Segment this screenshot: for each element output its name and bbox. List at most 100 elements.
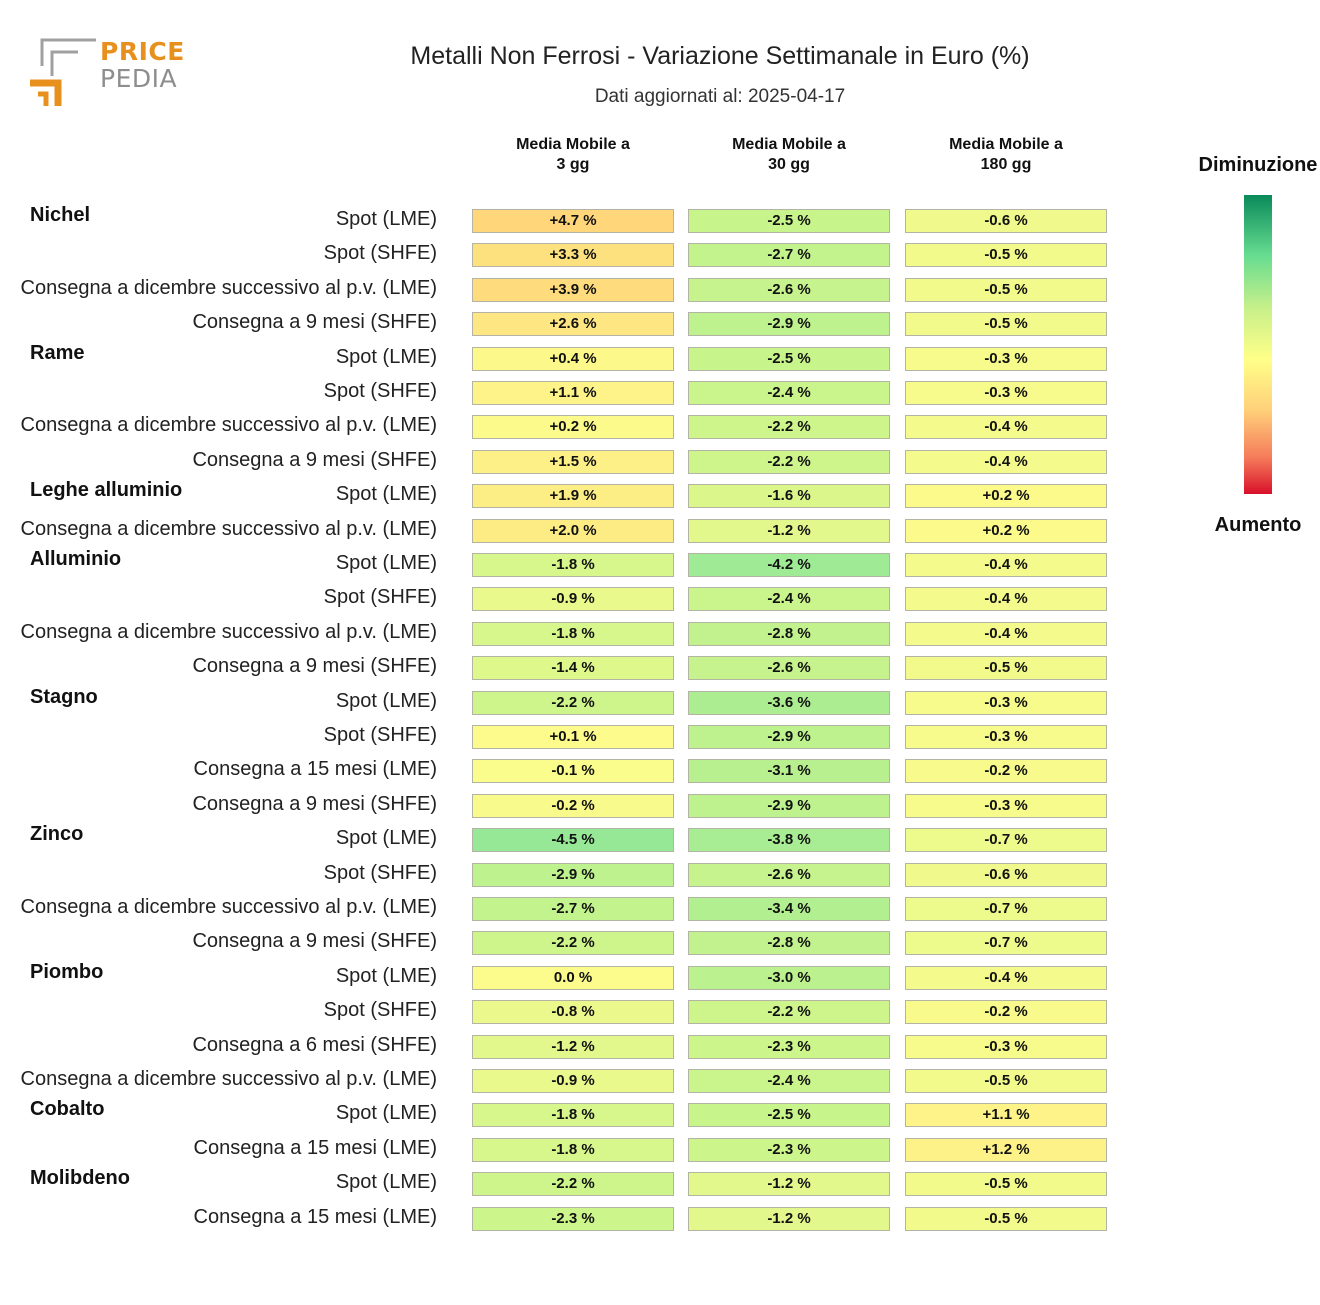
heatmap-cell: +0.2 % bbox=[905, 484, 1107, 509]
heatmap-cell: -2.2 % bbox=[688, 1000, 890, 1025]
heatmap-cell: -2.5 % bbox=[688, 209, 890, 233]
heatmap-cell: -2.8 % bbox=[688, 621, 890, 646]
row-label: Consegna a 15 mesi (LME) bbox=[193, 1136, 437, 1159]
heatmap-cell: +0.2 % bbox=[905, 518, 1107, 543]
heatmap-cell: -4.2 % bbox=[688, 553, 890, 577]
heatmap-cell: -2.9 % bbox=[688, 793, 890, 818]
logo-pedia-text: PEDIA bbox=[100, 64, 178, 93]
heatmap-cell: -2.9 % bbox=[688, 725, 890, 749]
heatmap-cell: -1.6 % bbox=[688, 484, 890, 509]
heatmap-cell: -3.4 % bbox=[688, 897, 890, 921]
row-label: Spot (SHFE) bbox=[323, 242, 437, 265]
heatmap-cell: -2.8 % bbox=[688, 931, 890, 956]
heatmap-cell: -0.4 % bbox=[905, 449, 1107, 474]
heatmap-cell: -2.3 % bbox=[688, 1034, 890, 1059]
metal-group-label: Alluminio bbox=[30, 548, 122, 570]
heatmap-cell: -3.1 % bbox=[688, 759, 890, 784]
heatmap-cell: -0.4 % bbox=[905, 587, 1107, 612]
heatmap-cell: -0.6 % bbox=[905, 209, 1107, 233]
row-label: Spot (LME) bbox=[335, 1102, 437, 1125]
row-label: Spot (LME) bbox=[335, 964, 437, 987]
heatmap-cell: -1.2 % bbox=[688, 1172, 890, 1197]
heatmap-cell: -0.3 % bbox=[905, 346, 1107, 371]
heatmap-cell: -0.4 % bbox=[905, 965, 1107, 990]
heatmap-cell: -2.5 % bbox=[688, 1103, 890, 1128]
row-label: Consegna a dicembre successivo al p.v. (… bbox=[20, 620, 437, 643]
heatmap-cell: -0.1 % bbox=[472, 759, 674, 784]
metal-group-label: Nichel bbox=[30, 204, 91, 226]
row-label: Spot (LME) bbox=[335, 483, 437, 506]
heatmap-cell: -2.9 % bbox=[472, 862, 674, 887]
row-label: Consegna a 9 mesi (SHFE) bbox=[192, 792, 437, 815]
row-label: Spot (SHFE) bbox=[323, 586, 437, 609]
heatmap-cell: +1.5 % bbox=[472, 449, 674, 474]
row-label: Spot (LME) bbox=[335, 345, 437, 368]
row-label: Spot (LME) bbox=[335, 689, 437, 712]
metal-group-label: Piombo bbox=[30, 960, 104, 983]
column-header-1: Media Mobile a 3 gg bbox=[472, 135, 674, 175]
heatmap-cell: -2.6 % bbox=[688, 862, 890, 887]
row-label: Spot (SHFE) bbox=[323, 380, 437, 402]
column-header-line: Media Mobile a bbox=[949, 136, 1063, 153]
row-label: Spot (SHFE) bbox=[323, 861, 437, 884]
heatmap-cell: -2.2 % bbox=[688, 449, 890, 474]
column-header-line: Media Mobile a bbox=[732, 136, 846, 153]
row-label: Consegna a dicembre successivo al p.v. (… bbox=[20, 1068, 437, 1090]
metal-group-label: Zinco bbox=[30, 823, 84, 846]
heatmap-cell: -2.6 % bbox=[688, 656, 890, 681]
legend-top-label: Diminuzione bbox=[1198, 154, 1318, 176]
heatmap-cell: +1.1 % bbox=[905, 1103, 1107, 1128]
metal-group-label: Rame bbox=[30, 341, 85, 364]
heatmap-cell: -0.7 % bbox=[905, 828, 1107, 853]
row-label: Consegna a 9 mesi (SHFE) bbox=[192, 930, 437, 953]
row-label: Consegna a 6 mesi (SHFE) bbox=[192, 1033, 437, 1056]
heatmap-cell: +0.4 % bbox=[472, 346, 674, 371]
heatmap-cell: +2.0 % bbox=[472, 518, 674, 543]
heatmap-cell: -2.6 % bbox=[688, 277, 890, 302]
heatmap-cell: -0.3 % bbox=[905, 793, 1107, 818]
heatmap-cell: -2.4 % bbox=[688, 381, 890, 405]
heatmap-cell: -2.5 % bbox=[688, 346, 890, 371]
heatmap-cell: -2.7 % bbox=[688, 243, 890, 268]
row-label: Consegna a 15 mesi (LME) bbox=[193, 1205, 437, 1228]
row-label: Spot (LME) bbox=[335, 552, 437, 574]
pricepedia-logo: PRICE PEDIA bbox=[28, 36, 188, 110]
heatmap-cell: -2.3 % bbox=[688, 1137, 890, 1162]
heatmap-cell: +1.9 % bbox=[472, 484, 674, 509]
chart-subtitle: Dati aggiornati al: 2025-04-17 bbox=[594, 86, 846, 107]
heatmap-cell: -2.2 % bbox=[688, 415, 890, 440]
heatmap-cell: -0.7 % bbox=[905, 897, 1107, 921]
heatmap-cell: -0.8 % bbox=[472, 1000, 674, 1025]
column-header-2: Media Mobile a 30 gg bbox=[688, 135, 890, 175]
row-label: Consegna a dicembre successivo al p.v. (… bbox=[20, 276, 437, 299]
heatmap-cell: -0.2 % bbox=[905, 759, 1107, 784]
heatmap-cell: +1.2 % bbox=[905, 1137, 1107, 1162]
row-label: Consegna a 15 mesi (LME) bbox=[193, 758, 437, 781]
heatmap-cell: -0.5 % bbox=[905, 1069, 1107, 1093]
metal-group-label: Stagno bbox=[30, 685, 98, 708]
heatmap-cell: -0.6 % bbox=[905, 862, 1107, 887]
heatmap-cell: -2.2 % bbox=[472, 690, 674, 715]
heatmap-cell: +1.1 % bbox=[472, 381, 674, 405]
heatmap-cell: -0.7 % bbox=[905, 931, 1107, 956]
row-label: Consegna a dicembre successivo al p.v. (… bbox=[20, 896, 437, 918]
heatmap-cell: +3.3 % bbox=[472, 243, 674, 268]
legend-bottom-label: Aumento bbox=[1214, 514, 1302, 536]
heatmap-cell: -2.7 % bbox=[472, 897, 674, 921]
heatmap-cell: -2.9 % bbox=[688, 312, 890, 337]
heatmap-cell: -0.5 % bbox=[905, 656, 1107, 681]
heatmap-cell: -0.9 % bbox=[472, 1069, 674, 1093]
heatmap-cell: -0.5 % bbox=[905, 277, 1107, 302]
color-scale-bar bbox=[1244, 195, 1272, 494]
row-label: Spot (SHFE) bbox=[323, 724, 437, 746]
row-label: Consegna a dicembre successivo al p.v. (… bbox=[20, 517, 437, 540]
heatmap-cell: -0.5 % bbox=[905, 312, 1107, 337]
heatmap-cell: +2.6 % bbox=[472, 312, 674, 337]
heatmap-cell: -1.8 % bbox=[472, 621, 674, 646]
row-label: Consegna a dicembre successivo al p.v. (… bbox=[20, 414, 437, 437]
heatmap-cell: -1.8 % bbox=[472, 553, 674, 577]
heatmap-cell: -2.2 % bbox=[472, 1172, 674, 1197]
row-label: Spot (LME) bbox=[335, 208, 437, 230]
column-header-line: Media Mobile a bbox=[516, 136, 630, 153]
heatmap-cell: -2.4 % bbox=[688, 1069, 890, 1093]
